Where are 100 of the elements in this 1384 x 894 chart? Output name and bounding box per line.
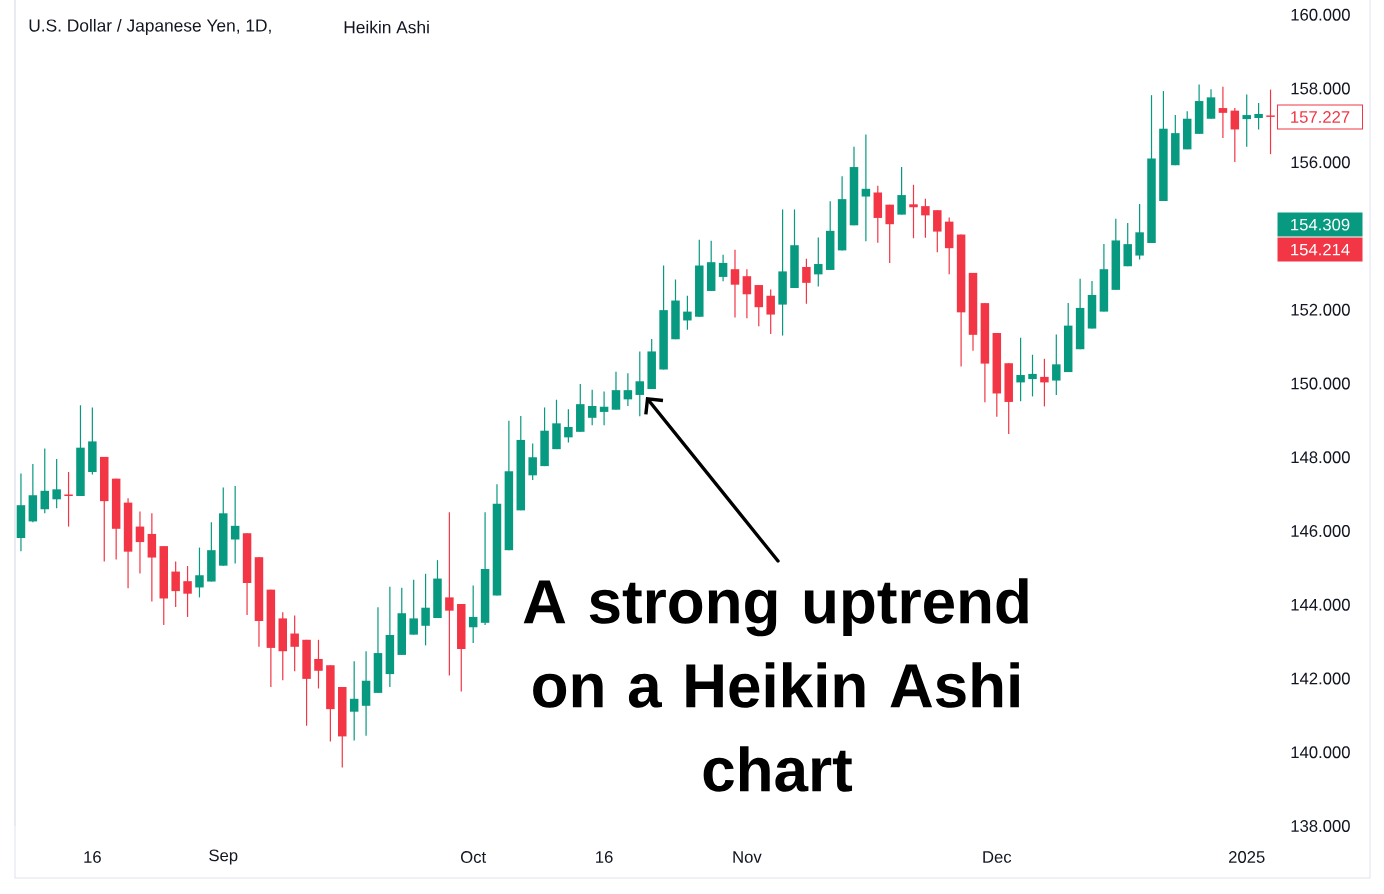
candlestick: [980, 302, 990, 403]
candlestick: [230, 485, 240, 565]
y-tick-label: 144.000: [1291, 598, 1350, 611]
candlestick: [266, 589, 276, 688]
y-tick-label: 138.000: [1291, 820, 1350, 832]
candlestick: [1111, 218, 1121, 291]
candlestick: [314, 639, 323, 690]
candlestick: [123, 497, 133, 589]
candlestick: [528, 443, 537, 481]
candlestick: [1028, 354, 1037, 398]
candlestick: [599, 391, 609, 426]
candlestick: [338, 686, 347, 768]
candlestick: [1218, 86, 1228, 139]
candlestick: [766, 288, 775, 335]
y-tick-label: 140.000: [1291, 746, 1350, 759]
candlestick: [457, 603, 466, 693]
x-tick-label: Dec: [983, 851, 1012, 863]
candlestick: [564, 408, 573, 444]
text: 157.227: [1291, 111, 1350, 123]
candlestick: [516, 415, 526, 511]
candlestick: [135, 510, 145, 575]
candlestick: [1075, 278, 1085, 350]
candlestick: [88, 406, 97, 476]
candlestick: [718, 254, 728, 282]
candlestick: [409, 579, 418, 636]
candlestick: [944, 216, 954, 275]
candlestick: [921, 198, 930, 239]
candlestick: [468, 584, 478, 644]
candlestick: [695, 239, 704, 318]
candlestick: [623, 372, 633, 407]
y-tick-label: 146.000: [1291, 525, 1350, 537]
candlestick: [576, 383, 585, 433]
candlestick: [1206, 88, 1216, 120]
candlestick: [587, 389, 597, 426]
candlestick: [706, 240, 716, 292]
candlestick: [76, 404, 85, 497]
candlestick: [552, 399, 561, 450]
candlestick: [909, 184, 918, 239]
y-tick-label: 150.000: [1291, 377, 1350, 390]
candlestick: [254, 556, 264, 648]
candlestick: [219, 486, 228, 567]
candlestick: [1194, 83, 1204, 135]
y-tick-label: 156.000: [1291, 156, 1350, 169]
y-tick-label: 148.000: [1291, 451, 1350, 464]
candlestick: [647, 338, 656, 390]
candlestick: [683, 295, 692, 331]
text: 154.309: [1291, 218, 1350, 231]
candlestick: [207, 521, 216, 583]
candlestick: [873, 185, 883, 244]
candlestick: [195, 547, 204, 598]
candlestick: [397, 587, 407, 656]
candlestick: [433, 559, 442, 619]
y-tick-label: 158.000: [1291, 82, 1350, 95]
candlestick: [992, 332, 1002, 418]
candlestick: [956, 233, 966, 368]
candlestick: [492, 483, 502, 597]
candlestick: [373, 606, 383, 694]
candlestick: [28, 463, 38, 523]
x-tick-label: 16: [596, 851, 613, 863]
candlestick: [326, 664, 335, 743]
candlestick: [1040, 358, 1049, 407]
text: Heikin Ashi: [344, 20, 429, 34]
candlestick: [445, 511, 454, 677]
candlestick: [611, 371, 621, 411]
candlestick: [778, 208, 787, 337]
candlestick: [385, 586, 395, 688]
candlestick: [278, 611, 288, 681]
candlestick: [52, 458, 61, 509]
candlestick: [1135, 203, 1144, 261]
candlestick: [659, 264, 668, 371]
candlestick: [540, 406, 549, 467]
candlestick: [183, 565, 192, 618]
candlestick: [421, 573, 430, 646]
candlestick: [302, 639, 311, 727]
candlestick: [933, 209, 942, 253]
candlestick: [897, 166, 906, 216]
candlestick: [349, 660, 359, 742]
x-tick-label: 16: [84, 851, 101, 863]
candlestick: [504, 420, 514, 551]
candlestick: [754, 284, 764, 327]
x-tick-label: 2025: [1229, 851, 1265, 863]
candlestick: [814, 236, 823, 288]
candlestick: [1147, 94, 1156, 244]
candlestick: [635, 350, 645, 417]
candlestick: [1099, 243, 1109, 313]
y-tick-label: 142.000: [1291, 672, 1350, 685]
candlestick: [1016, 337, 1025, 402]
y-tick-label: 152.000: [1291, 303, 1350, 316]
candlestick: [849, 146, 859, 226]
candlestick: [159, 545, 169, 626]
candlestick: [1230, 107, 1240, 163]
annotation: A strong uptrend on a Heikin Ashi chart: [523, 578, 1028, 792]
text: 154.214: [1291, 243, 1350, 256]
x-tick-label: Oct: [461, 851, 487, 863]
candlestick: [885, 204, 894, 264]
candlestick: [1242, 93, 1251, 148]
candlestick: [1254, 102, 1263, 131]
x-tick-label: Nov: [733, 851, 762, 863]
candlestick: [742, 268, 752, 319]
candlestick: [1123, 222, 1132, 267]
